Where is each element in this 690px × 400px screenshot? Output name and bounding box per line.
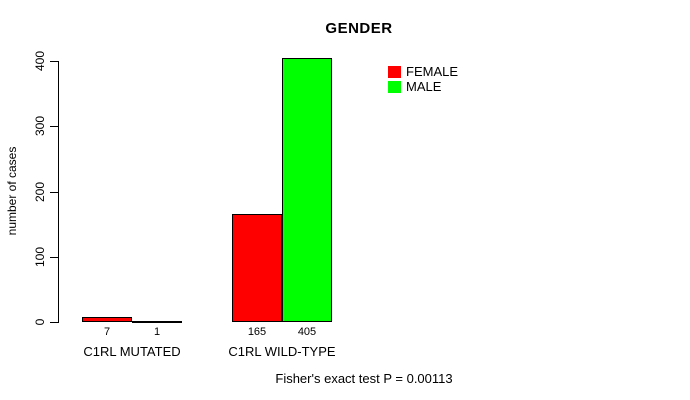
y-axis-tick: [50, 192, 58, 193]
y-tick-label: 200: [33, 181, 47, 203]
x-category-label: C1RL MUTATED: [83, 344, 181, 359]
y-axis-tick: [50, 257, 58, 258]
y-axis-tick: [50, 126, 58, 127]
y-tick-label: 400: [33, 50, 47, 72]
y-tick-label: 300: [33, 115, 47, 137]
bar-value-label: 405: [297, 326, 317, 338]
y-tick-label: 100: [33, 246, 47, 268]
chart-title: GENDER: [325, 20, 393, 37]
y-axis-line: [58, 61, 59, 323]
bar-female-c1rl-wild-type: [232, 214, 282, 322]
legend-swatch-male: [388, 80, 401, 93]
bar-female-c1rl-mutated: [82, 317, 132, 322]
y-tick-label: 0: [33, 318, 47, 326]
y-axis-label: number of cases: [5, 146, 19, 236]
bar-value-label: 1: [153, 326, 161, 338]
legend-label: MALE: [406, 79, 442, 94]
legend-label: FEMALE: [406, 64, 459, 79]
y-axis-tick: [50, 61, 58, 62]
bar-value-label: 165: [247, 326, 267, 338]
x-category-label: C1RL WILD-TYPE: [228, 344, 336, 359]
bar-male-c1rl-mutated: [132, 321, 182, 323]
bar-male-c1rl-wild-type: [282, 58, 332, 322]
legend-item-female: FEMALE: [388, 64, 458, 79]
stats-annotation: Fisher's exact test P = 0.00113: [275, 371, 453, 386]
bar-value-label: 7: [103, 326, 111, 338]
legend-swatch-female: [388, 65, 401, 78]
legend: FEMALE MALE: [388, 64, 458, 94]
legend-item-male: MALE: [388, 79, 458, 94]
y-axis-tick: [50, 322, 58, 323]
